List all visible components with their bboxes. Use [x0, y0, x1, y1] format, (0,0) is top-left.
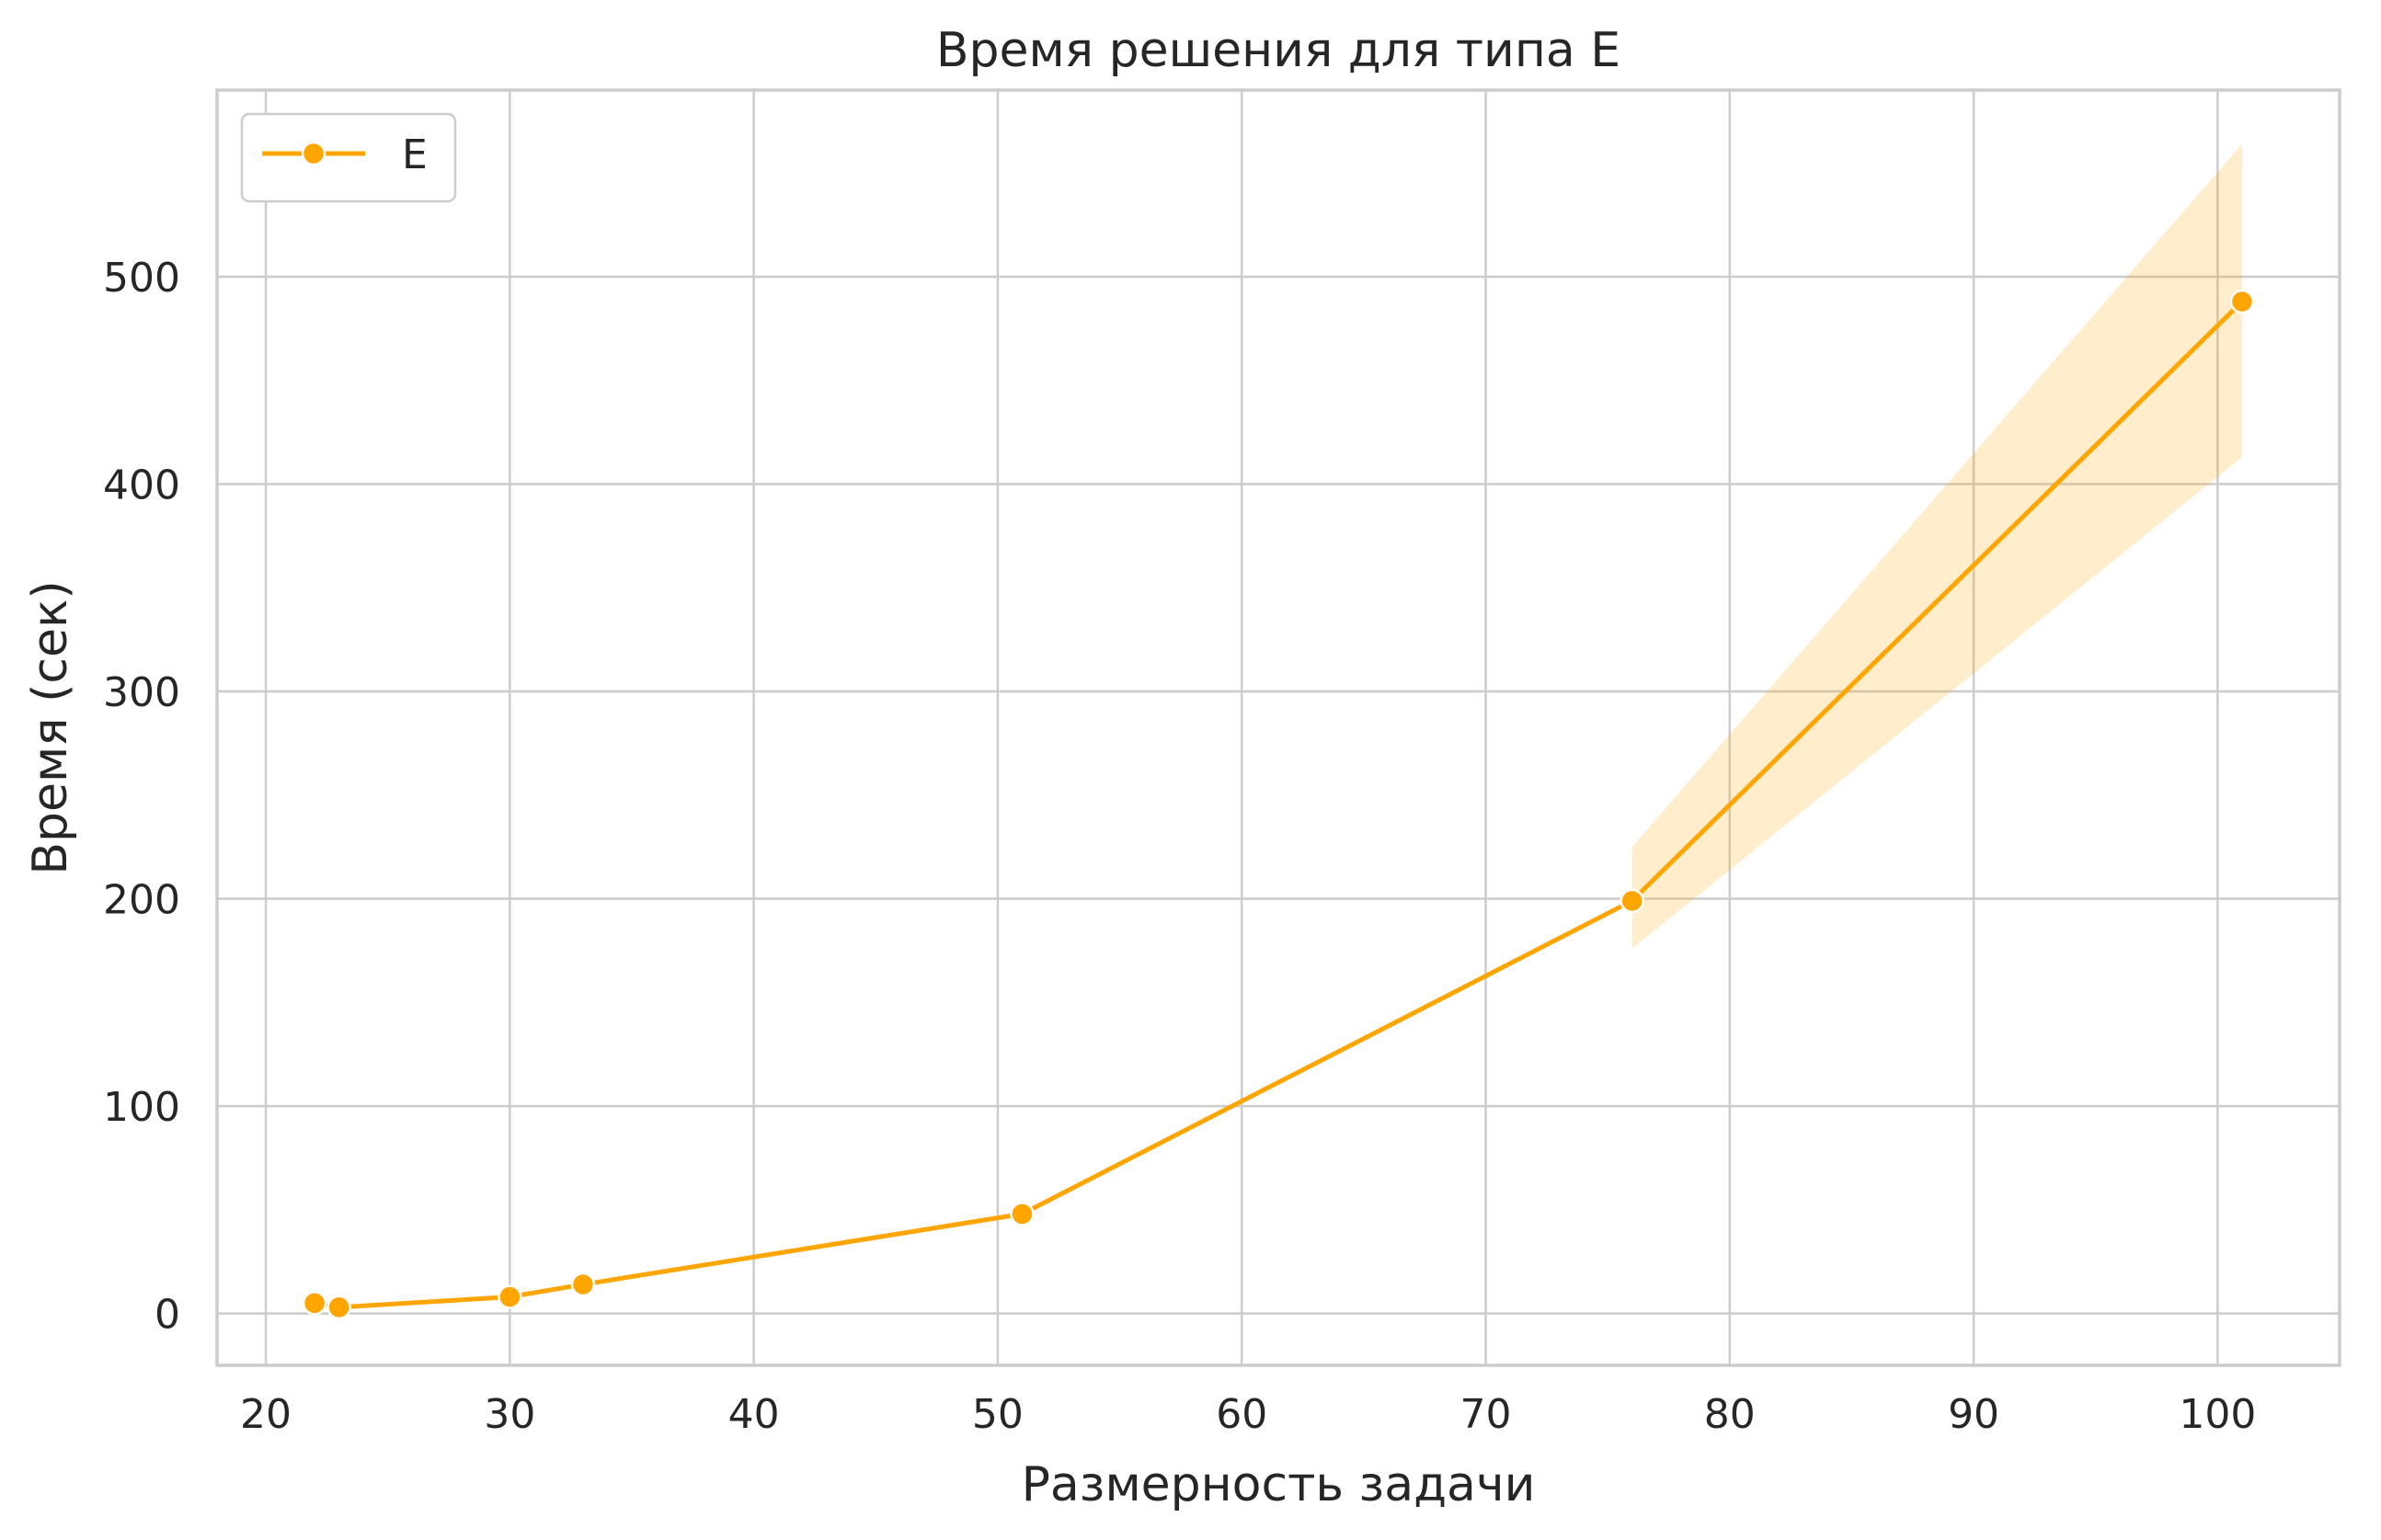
- confidence-band-layer: [1631, 143, 2242, 949]
- x-tick-label: 20: [240, 1391, 292, 1438]
- data-point: [302, 1291, 327, 1316]
- y-tick-label: 100: [103, 1084, 180, 1131]
- x-tick-label: 100: [2179, 1391, 2256, 1438]
- x-tick-label: 50: [972, 1391, 1024, 1438]
- chart-title: Время решения для типа E: [936, 23, 1620, 78]
- data-point: [570, 1272, 596, 1297]
- data-point: [1010, 1202, 1035, 1226]
- data-point: [498, 1284, 522, 1309]
- x-tick-label: 30: [484, 1391, 535, 1438]
- y-tick-label: 400: [103, 462, 180, 509]
- grid: [217, 90, 2340, 1365]
- y-tick-label: 300: [103, 669, 180, 716]
- legend-entry-label: E: [402, 131, 428, 178]
- y-tick-label: 500: [103, 255, 180, 302]
- series-points: [302, 289, 2255, 1320]
- plot-frame: [215, 88, 2341, 1367]
- data-point: [2229, 289, 2255, 314]
- x-tick-label: 40: [728, 1391, 780, 1438]
- legend: E: [240, 112, 457, 203]
- x-axis-ticks: 20 30 40 50 60 70 80 90 100: [240, 1391, 2256, 1438]
- y-axis-ticks: 0 100 200 300 400 500: [103, 255, 180, 1339]
- y-tick-label: 0: [155, 1292, 180, 1339]
- x-tick-label: 60: [1216, 1391, 1267, 1438]
- legend-marker-swatch: [301, 141, 326, 166]
- x-tick-label: 70: [1460, 1391, 1511, 1438]
- y-tick-label: 200: [103, 877, 180, 924]
- x-axis-label: Размерность задачи: [1022, 1457, 1536, 1512]
- x-tick-label: 90: [1948, 1391, 1999, 1438]
- x-tick-label: 80: [1704, 1391, 1756, 1438]
- confidence-band: [1631, 143, 2242, 949]
- y-axis-label: Время (сек): [23, 580, 78, 874]
- data-point: [1620, 888, 1644, 914]
- data-point: [326, 1295, 351, 1320]
- legend-box: [240, 112, 457, 203]
